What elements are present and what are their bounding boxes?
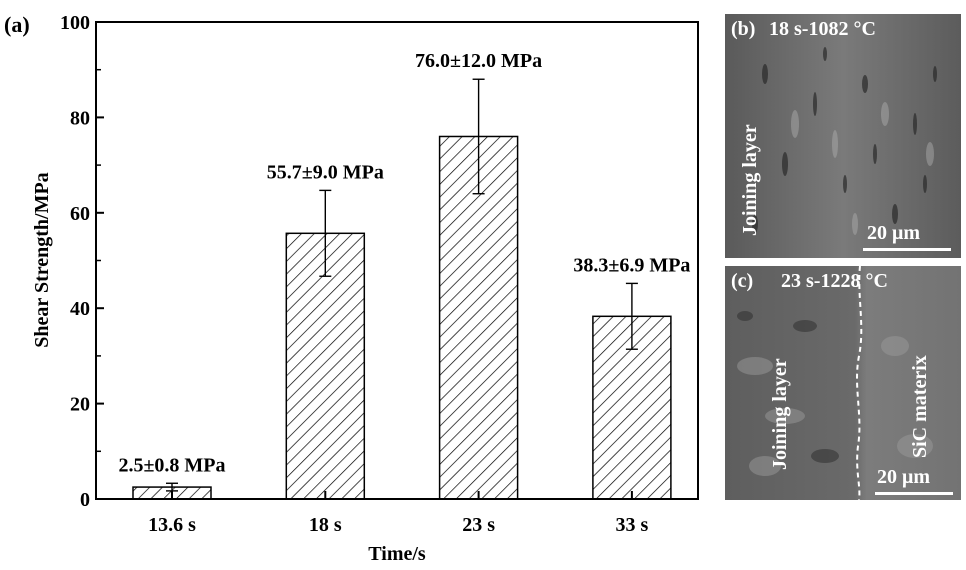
scale-label-b: 20 μm bbox=[867, 222, 920, 244]
data-label: 76.0±12.0 MPa bbox=[415, 50, 542, 72]
data-label: 38.3±6.9 MPa bbox=[573, 254, 690, 276]
scale-label-c: 20 μm bbox=[877, 466, 930, 488]
joining-layer-label-b: Joining layer bbox=[739, 124, 761, 236]
y-tick-label: 20 bbox=[70, 394, 90, 416]
panel-b-title: 18 s-1082 °C bbox=[769, 18, 876, 40]
boundary-line bbox=[856, 266, 863, 500]
sic-matrix-label: SiC materix bbox=[909, 355, 931, 458]
panel-c-title: 23 s-1228 °C bbox=[781, 270, 888, 292]
sem-texture-c bbox=[725, 266, 961, 500]
x-tick-label: 18 s bbox=[309, 514, 342, 536]
data-label: 2.5±0.8 MPa bbox=[118, 454, 225, 476]
x-axis-title: Time/s bbox=[368, 543, 426, 565]
x-tick-label: 23 s bbox=[462, 514, 495, 536]
scale-bar-b bbox=[863, 248, 951, 251]
bar bbox=[438, 135, 519, 500]
sem-image-c: (c) 23 s-1228 °C Joining layer SiC mater… bbox=[725, 266, 961, 500]
y-tick-label: 60 bbox=[70, 203, 90, 225]
x-tick-label: 13.6 s bbox=[148, 514, 196, 536]
y-tick-label: 80 bbox=[70, 107, 90, 129]
joining-layer-label-c: Joining layer bbox=[769, 358, 791, 470]
panel-c-label: (c) bbox=[731, 270, 754, 292]
y-tick-label: 40 bbox=[70, 298, 90, 320]
y-axis-title: Shear Strength/MPa bbox=[31, 172, 53, 347]
data-label: 55.7±9.0 MPa bbox=[267, 161, 384, 183]
scale-bar-c bbox=[875, 492, 953, 495]
y-tick-label: 0 bbox=[80, 489, 90, 511]
x-tick-label: 33 s bbox=[616, 514, 649, 536]
sem-texture-b bbox=[725, 14, 961, 258]
panel-a-label: (a) bbox=[4, 12, 30, 37]
y-tick-label: 100 bbox=[60, 12, 90, 34]
panel-b-label: (b) bbox=[731, 18, 756, 40]
sem-image-b: (b) 18 s-1082 °C Joining layer 20 μm bbox=[725, 14, 961, 258]
